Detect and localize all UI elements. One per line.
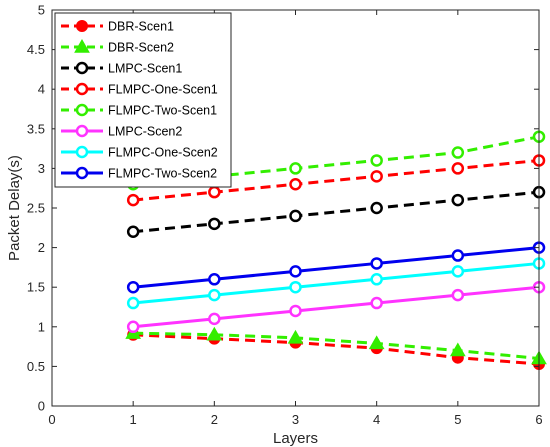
data-point bbox=[370, 201, 383, 215]
data-point bbox=[126, 320, 140, 334]
data-point bbox=[451, 265, 465, 278]
data-point bbox=[289, 280, 302, 294]
data-point bbox=[451, 162, 465, 175]
y-tick-label: 5 bbox=[38, 3, 45, 18]
legend-marker bbox=[75, 124, 89, 138]
y-tick-label: 0.5 bbox=[27, 359, 45, 374]
data-point bbox=[449, 342, 466, 357]
data-point bbox=[451, 146, 465, 159]
x-axis-label: Layers bbox=[273, 430, 318, 447]
y-tick-label: 4.5 bbox=[27, 42, 45, 57]
data-point bbox=[289, 304, 302, 318]
x-tick-label: 0 bbox=[48, 412, 55, 427]
legend-label: FLMPC-Two-Scen2 bbox=[108, 167, 217, 181]
axes-layer: 0 1 2 3 4 5 6 0 0.5 1 1.5 2 2.5 3 3.5 4 4.5 5 bbox=[27, 3, 543, 428]
legend-label: DBR-Scen2 bbox=[108, 41, 174, 55]
legend-item: DBR-Scen1 bbox=[61, 20, 174, 34]
legend-label: FLMPC-Two-Scen1 bbox=[108, 104, 217, 118]
data-point bbox=[451, 288, 465, 302]
x-tick-label: 2 bbox=[211, 412, 218, 427]
data-point bbox=[126, 193, 140, 207]
legend-marker bbox=[75, 145, 89, 159]
data-point bbox=[208, 217, 221, 231]
y-tick-label: 1.5 bbox=[27, 280, 45, 295]
legend-marker bbox=[75, 82, 89, 96]
data-point bbox=[289, 265, 302, 278]
legend-item: FLMPC-Two-Scen2 bbox=[61, 167, 217, 181]
y-tick-label: 2.5 bbox=[27, 201, 45, 216]
series-4 bbox=[126, 154, 546, 207]
legend-marker bbox=[75, 166, 89, 180]
series-7 bbox=[126, 257, 546, 310]
data-point bbox=[451, 193, 465, 207]
y-tick-label: 0 bbox=[38, 399, 45, 414]
data-point bbox=[208, 273, 221, 286]
data-point bbox=[289, 177, 302, 191]
legend-label: FLMPC-One-Scen2 bbox=[108, 146, 218, 160]
legend-marker bbox=[75, 103, 89, 117]
legend-label: DBR-Scen1 bbox=[108, 20, 174, 34]
legend-item: DBR-Scen2 bbox=[61, 38, 174, 55]
series-line bbox=[133, 285, 540, 329]
data-point bbox=[126, 296, 140, 310]
data-point bbox=[289, 209, 302, 223]
series-6 bbox=[126, 280, 546, 334]
series-line bbox=[133, 261, 540, 305]
series-3 bbox=[126, 185, 546, 239]
legend-marker bbox=[75, 61, 89, 75]
legend-label: LMPC-Scen2 bbox=[108, 125, 182, 139]
data-point bbox=[370, 273, 383, 286]
data-point bbox=[287, 329, 304, 344]
y-tick-label: 1 bbox=[38, 319, 45, 334]
series-line bbox=[133, 158, 540, 202]
data-point bbox=[206, 326, 223, 341]
x-tick-label: 1 bbox=[130, 412, 137, 427]
series-line bbox=[133, 246, 540, 289]
series-line bbox=[133, 331, 540, 360]
series-line bbox=[133, 190, 540, 234]
series-8 bbox=[126, 241, 546, 294]
data-point bbox=[208, 288, 221, 302]
data-point bbox=[289, 162, 302, 175]
legend-marker bbox=[74, 38, 90, 53]
legend-item: FLMPC-One-Scen1 bbox=[61, 83, 218, 97]
y-tick-label: 2 bbox=[38, 240, 45, 255]
legend-label: LMPC-Scen1 bbox=[108, 62, 182, 76]
legend-label: FLMPC-One-Scen1 bbox=[108, 83, 218, 97]
legend: DBR-Scen1 DBR-Scen2 LMPC-Scen1 FLMPC-One-Sc… bbox=[54, 12, 232, 188]
data-point bbox=[368, 335, 385, 350]
legend-item: LMPC-Scen2 bbox=[61, 125, 182, 139]
data-point bbox=[370, 257, 383, 270]
legend-marker bbox=[76, 20, 88, 32]
data-point bbox=[370, 170, 383, 183]
x-tick-label: 3 bbox=[292, 412, 299, 427]
y-tick-label: 3.5 bbox=[27, 121, 45, 136]
data-point bbox=[126, 280, 140, 294]
data-point bbox=[126, 225, 140, 239]
legend-item: FLMPC-One-Scen2 bbox=[61, 146, 218, 160]
x-tick-label: 5 bbox=[454, 412, 461, 427]
legend-box bbox=[54, 12, 232, 188]
data-point bbox=[370, 154, 383, 167]
y-tick-label: 3 bbox=[38, 161, 45, 176]
data-point bbox=[451, 249, 465, 262]
legend-item: FLMPC-Two-Scen1 bbox=[61, 104, 217, 118]
legend-item: LMPC-Scen1 bbox=[61, 62, 182, 76]
data-point bbox=[208, 312, 221, 326]
series-layer bbox=[125, 130, 547, 371]
x-tick-label: 4 bbox=[373, 412, 380, 427]
data-point bbox=[370, 296, 383, 310]
data-point bbox=[208, 185, 221, 199]
series-line bbox=[133, 333, 540, 366]
y-axis-label: Packet Delay(s) bbox=[6, 155, 23, 261]
x-tick-label: 6 bbox=[535, 412, 542, 427]
y-tick-label: 4 bbox=[38, 82, 45, 97]
